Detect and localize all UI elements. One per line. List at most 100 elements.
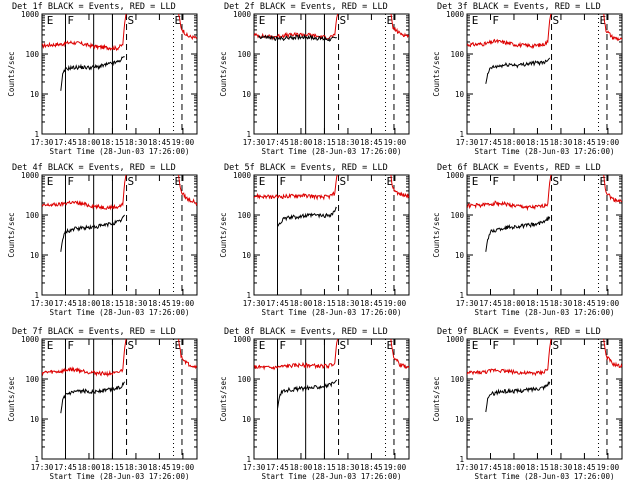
x-tick-label: 18:30 <box>125 463 148 472</box>
y-tick-label: 1000 <box>21 10 40 19</box>
x-tick-label: 18:30 <box>550 463 573 472</box>
flag-label: S <box>339 175 346 188</box>
x-tick-label: 18:00 <box>503 463 526 472</box>
flag-label: F <box>279 14 286 27</box>
flag-label: E <box>259 339 266 352</box>
y-tick-label: 1 <box>34 291 39 300</box>
flag-label: F <box>279 339 286 352</box>
flag-label: E <box>47 175 54 188</box>
flag-label: F <box>492 339 499 352</box>
x-tick-label: 19:00 <box>597 463 620 472</box>
panel-title: Det 7f BLACK = Events, RED = LLD <box>12 327 176 337</box>
x-tick-label: 17:45 <box>266 138 289 147</box>
x-tick-label: 18:45 <box>148 463 171 472</box>
x-tick-label: 17:45 <box>479 299 502 308</box>
flag-label: F <box>67 175 74 188</box>
flag-label: E <box>472 14 479 27</box>
x-tick-label: 17:30 <box>456 138 479 147</box>
y-tick-label: 100 <box>25 375 39 384</box>
plot-frame <box>253 338 410 460</box>
x-tick-label: 18:00 <box>290 299 313 308</box>
x-tick-label: 18:45 <box>360 138 383 147</box>
events-series-line <box>485 57 551 84</box>
x-tick-label: 17:30 <box>243 138 266 147</box>
y-tick-label: 100 <box>450 50 464 59</box>
x-tick-label: 18:45 <box>360 463 383 472</box>
panel-det-2: Det 2f BLACK = Events, RED = LLD 1 10 100 10… <box>219 2 410 156</box>
x-tick-label: 18:00 <box>290 463 313 472</box>
x-tick-label: 18:15 <box>101 138 124 147</box>
y-axis-label: Counts/sec <box>219 51 228 96</box>
x-tick-label: 17:30 <box>243 463 266 472</box>
x-tick-label: 17:30 <box>456 463 479 472</box>
x-tick-label: 17:30 <box>243 299 266 308</box>
y-tick-label: 1000 <box>233 10 252 19</box>
events-series-line <box>60 381 126 414</box>
y-tick-label: 1000 <box>21 335 40 344</box>
flag-label: F <box>492 175 499 188</box>
panel-title: Det 6f BLACK = Events, RED = LLD <box>437 163 601 173</box>
y-axis-label: Counts/sec <box>219 376 228 421</box>
lld-series-line <box>254 175 409 201</box>
y-tick-label: 1 <box>459 130 464 139</box>
y-tick-label: 1000 <box>233 335 252 344</box>
y-axis-label: Counts/sec <box>219 212 228 257</box>
x-tick-label: 18:00 <box>503 138 526 147</box>
x-tick-label: 18:30 <box>337 138 360 147</box>
x-tick-label: 18:30 <box>125 138 148 147</box>
y-tick-label: 1000 <box>446 171 465 180</box>
y-tick-label: 1 <box>246 455 251 464</box>
flag-label: E <box>472 175 479 188</box>
lld-series-line <box>467 339 622 377</box>
flag-label: E <box>599 14 606 27</box>
x-axis-label: Start Time (28-Jun-03 17:26:00) <box>475 472 615 480</box>
y-tick-label: 100 <box>237 375 251 384</box>
plot-frame <box>466 174 623 296</box>
x-tick-label: 18:30 <box>337 463 360 472</box>
flag-label: S <box>127 175 134 188</box>
x-tick-label: 17:30 <box>31 299 54 308</box>
x-tick-label: 17:30 <box>31 138 54 147</box>
y-axis-label: Counts/sec <box>432 212 441 257</box>
y-axis-label: Counts/sec <box>432 376 441 421</box>
flag-label: E <box>259 175 266 188</box>
flag-label: S <box>552 175 559 188</box>
flag-label: F <box>67 339 74 352</box>
panel-title: Det 1f BLACK = Events, RED = LLD <box>12 2 176 12</box>
lld-series-line <box>254 339 409 371</box>
x-tick-label: 18:15 <box>101 299 124 308</box>
y-tick-label: 1 <box>246 291 251 300</box>
lld-series-line <box>42 339 197 378</box>
x-tick-label: 18:15 <box>526 463 549 472</box>
panel-title: Det 2f BLACK = Events, RED = LLD <box>224 2 388 12</box>
x-tick-label: 18:15 <box>526 299 549 308</box>
x-tick-label: 18:45 <box>573 463 596 472</box>
flag-label: S <box>552 14 559 27</box>
events-series-line <box>485 380 551 413</box>
y-tick-label: 10 <box>30 90 40 99</box>
x-tick-label: 19:00 <box>384 463 407 472</box>
flag-label: F <box>279 175 286 188</box>
flag-label: S <box>127 14 134 27</box>
x-tick-label: 18:00 <box>78 299 101 308</box>
events-series-line <box>277 206 337 227</box>
x-tick-label: 18:30 <box>125 299 148 308</box>
y-tick-label: 100 <box>25 50 39 59</box>
y-tick-label: 100 <box>237 50 251 59</box>
flag-label: S <box>552 339 559 352</box>
flag-label: F <box>492 14 499 27</box>
plot-frame <box>41 338 198 460</box>
flag-label: E <box>386 14 393 27</box>
flag-label: E <box>174 339 181 352</box>
plot-frame <box>253 174 410 296</box>
y-tick-label: 100 <box>450 375 464 384</box>
y-tick-label: 10 <box>242 415 252 424</box>
lld-series-line <box>467 175 622 212</box>
events-series-line <box>258 33 337 42</box>
x-tick-label: 19:00 <box>384 138 407 147</box>
y-tick-label: 10 <box>455 415 465 424</box>
flag-label: S <box>339 14 346 27</box>
y-axis-label: Counts/sec <box>7 376 16 421</box>
y-axis-label: Counts/sec <box>7 51 16 96</box>
events-series-line <box>277 379 338 409</box>
